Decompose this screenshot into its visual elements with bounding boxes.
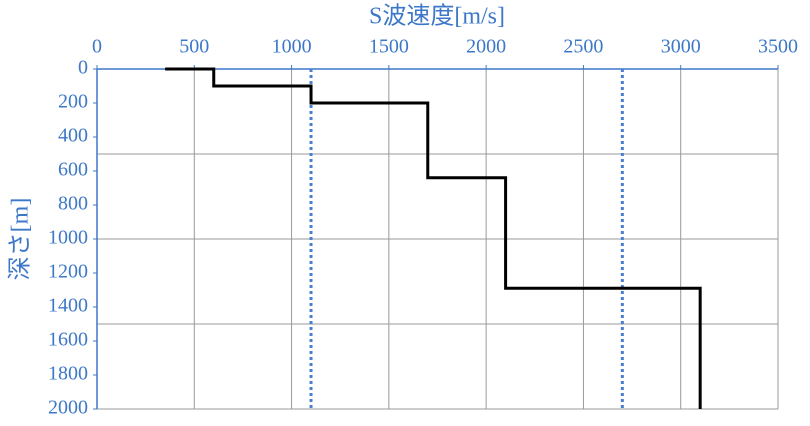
y-tick-label: 1400 bbox=[48, 295, 88, 317]
y-tick-label: 1800 bbox=[48, 363, 88, 385]
x-tick-label: 2000 bbox=[466, 36, 506, 58]
y-tick-label: 1600 bbox=[48, 329, 88, 351]
x-tick-label: 3500 bbox=[758, 36, 798, 58]
y-tick-label: 2000 bbox=[48, 397, 88, 419]
y-tick-label: 400 bbox=[58, 125, 88, 147]
x-tick-label: 1500 bbox=[369, 36, 409, 58]
x-tick-label: 500 bbox=[179, 36, 209, 58]
y-tick-label: 800 bbox=[58, 193, 88, 215]
x-tick-label: 1000 bbox=[272, 36, 312, 58]
y-tick-label: 1200 bbox=[48, 261, 88, 283]
x-axis-title: S波速度[m/s] bbox=[369, 3, 505, 30]
x-tick-label: 0 bbox=[92, 36, 102, 58]
x-tick-label: 2500 bbox=[563, 36, 603, 58]
y-tick-label: 0 bbox=[78, 57, 88, 79]
x-tick-label: 3000 bbox=[661, 36, 701, 58]
y-tick-label: 600 bbox=[58, 159, 88, 181]
y-axis-title: 深さ[m] bbox=[7, 198, 34, 281]
y-tick-label: 200 bbox=[58, 91, 88, 113]
series-line bbox=[165, 67, 702, 409]
y-tick-label: 1000 bbox=[48, 227, 88, 249]
